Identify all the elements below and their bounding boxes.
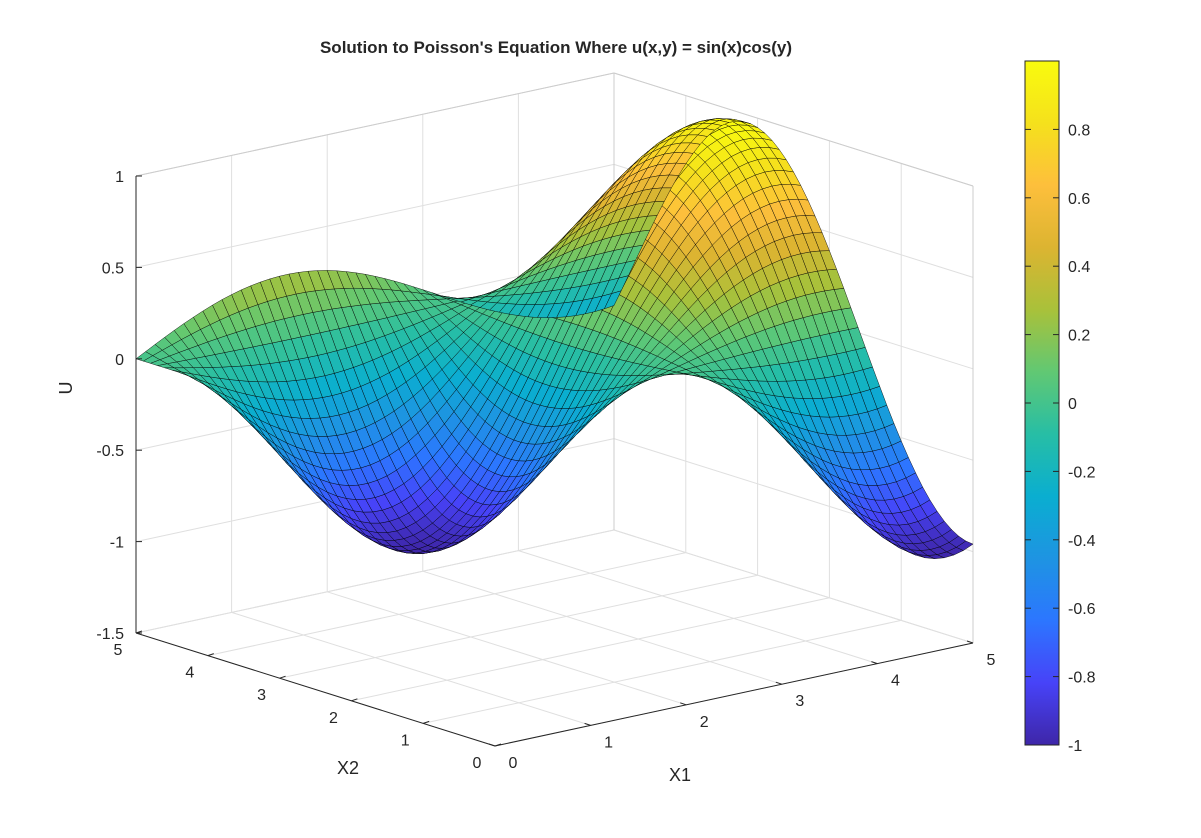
y-tick-mark (494, 743, 502, 747)
x-tick-mark (680, 702, 687, 706)
box-edge (135, 72, 615, 177)
z-tick-label: 0 (115, 352, 124, 369)
x-tick-mark (584, 722, 591, 726)
surface-patch (603, 290, 622, 310)
x-tick-mark (488, 743, 496, 747)
x-tick-mark (871, 661, 878, 665)
colorbar-tick-label: -1 (1068, 738, 1082, 755)
x-tick-label: 2 (700, 714, 709, 731)
colorbar-tick-label: 0.2 (1068, 328, 1090, 345)
x-axis-label: X1 (669, 765, 691, 785)
colorbar: -1 -0.8 -0.6 -0.4 -0.2 0 0.2 0.4 0.6 0.8 (1024, 60, 1096, 755)
colorbar-tick-label: 0.4 (1068, 259, 1090, 276)
y-axis-line (135, 632, 496, 747)
floor-gridline (422, 570, 782, 685)
colorbar-tick-label: 0 (1068, 396, 1077, 413)
y-tick-label: 1 (401, 732, 410, 749)
y-axis-label: X2 (337, 758, 359, 778)
colorbar-tick-label: -0.4 (1068, 533, 1096, 550)
colorbar-tick-label: -0.6 (1068, 601, 1096, 618)
floor-gridline (279, 574, 758, 679)
colorbar-tick-label: -0.8 (1068, 670, 1096, 687)
y-tick-label: 4 (185, 665, 194, 682)
y-tick-mark (279, 675, 286, 679)
colorbar-tick-label: 0.8 (1068, 122, 1090, 139)
side-wall-gridline (613, 529, 974, 644)
y-tick-mark (351, 698, 358, 702)
y-tick-mark (423, 720, 430, 724)
floor-gridline (327, 591, 687, 706)
box-edge (613, 72, 974, 187)
x-tick-label: 5 (987, 652, 996, 669)
z-tick-label: -1.5 (96, 626, 124, 643)
surface-plot (135, 118, 974, 559)
floor-gridline (351, 597, 830, 702)
x-tick-mark (966, 640, 974, 644)
chart-title: Solution to Poisson's Equation Where u(x… (320, 38, 792, 57)
x-tick-label: 1 (604, 734, 613, 751)
y-tick-label: 5 (114, 642, 123, 659)
x-tick-label: 0 (509, 755, 518, 772)
y-tick-label: 0 (473, 755, 482, 772)
x-tick-mark (775, 681, 782, 685)
floor-gridline (231, 611, 591, 726)
z-tick-label: 1 (115, 169, 124, 186)
z-tick-label: 0.5 (102, 260, 124, 277)
x-tick-label: 3 (795, 693, 804, 710)
back-wall-gridline (135, 163, 615, 268)
y-tick-label: 3 (257, 687, 266, 704)
colorbar-tick-label: -0.2 (1068, 464, 1096, 481)
x-axis-line (494, 642, 974, 747)
floor-gridline (518, 550, 878, 665)
floor-gridline (423, 619, 902, 724)
x-tick-label: 4 (891, 673, 900, 690)
colorbar-tick-label: 0.6 (1068, 191, 1090, 208)
y-tick-label: 2 (329, 710, 338, 727)
z-axis-label: U (56, 382, 76, 395)
z-tick-label: -0.5 (96, 443, 124, 460)
y-tick-mark (207, 653, 214, 657)
floor-gridline (207, 552, 686, 657)
back-wall-gridline (135, 529, 615, 634)
z-tick-label: -1 (110, 535, 124, 552)
